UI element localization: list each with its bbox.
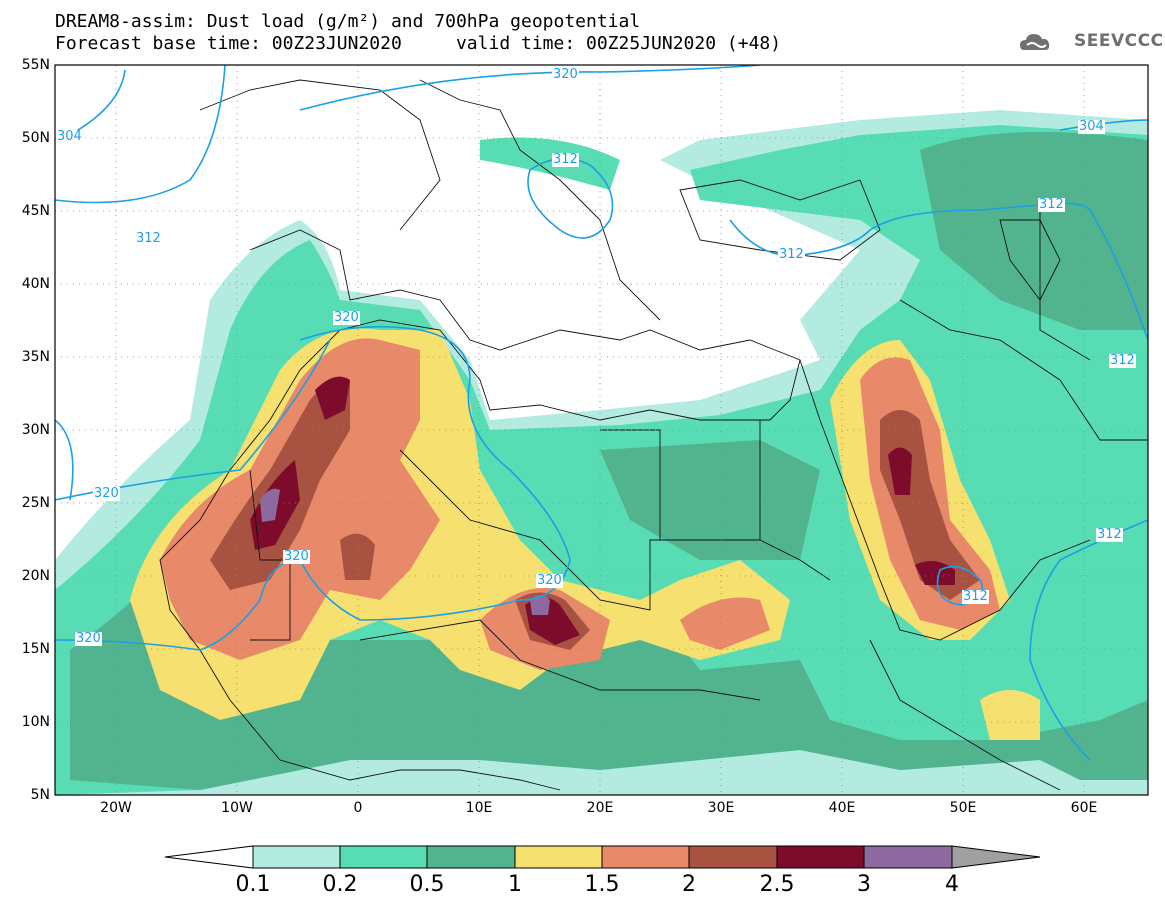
lat-label: 35N bbox=[21, 349, 50, 365]
lat-label: 15N bbox=[21, 641, 50, 657]
map-frame bbox=[54, 64, 1149, 796]
lat-label: 45N bbox=[21, 203, 50, 219]
isoline-label: 304 bbox=[1078, 119, 1105, 134]
isoline-label: 320 bbox=[283, 549, 310, 564]
isoline-label: 320 bbox=[75, 631, 102, 646]
isoline-label: 304 bbox=[56, 129, 83, 144]
lat-label: 55N bbox=[21, 57, 50, 73]
lon-label: 10W bbox=[221, 800, 253, 816]
isoline-label: 312 bbox=[135, 231, 162, 246]
colorbar-label: 1.5 bbox=[584, 872, 620, 897]
lon-label: 50E bbox=[949, 800, 977, 816]
isoline-label: 312 bbox=[552, 152, 579, 167]
dust-region-0-2-europe bbox=[480, 137, 620, 190]
lat-label: 5N bbox=[30, 787, 50, 803]
lon-label: 0 bbox=[353, 800, 363, 816]
isoline-label: 312 bbox=[1038, 197, 1065, 212]
lon-label: 60E bbox=[1070, 800, 1098, 816]
lon-label: 20E bbox=[586, 800, 614, 816]
colorbar-label: 4 bbox=[945, 872, 959, 897]
isoline-label: 320 bbox=[333, 310, 360, 325]
dust-region-2-5-morocco bbox=[315, 376, 350, 420]
coastlines bbox=[159, 79, 1148, 791]
dust-region-1-5-sudan bbox=[680, 597, 770, 650]
isoline-label: 312 bbox=[962, 589, 989, 604]
lat-label: 20N bbox=[21, 568, 50, 584]
colorbar-label: 3 bbox=[857, 872, 871, 897]
lon-label: 40E bbox=[828, 800, 856, 816]
isoline-label: 320 bbox=[536, 573, 563, 588]
isoline-label: 320 bbox=[552, 67, 579, 82]
colorbar-label: 2.5 bbox=[759, 872, 795, 897]
lon-label: 10E bbox=[465, 800, 493, 816]
isoline-label: 312 bbox=[1096, 527, 1123, 542]
dust-region-0-5-sahara bbox=[600, 440, 820, 560]
dust-region-3 bbox=[260, 488, 280, 522]
dust-region-1-somalia bbox=[980, 690, 1040, 740]
dust-region-2-5-yemen bbox=[915, 561, 955, 585]
dust-region-3-chad bbox=[530, 595, 550, 615]
lat-label: 30N bbox=[21, 422, 50, 438]
graticule bbox=[55, 65, 1148, 795]
colorbar-label: 0.5 bbox=[409, 872, 445, 897]
colorbar-label: 1 bbox=[508, 872, 522, 897]
map-subtitle: Forecast base time: 00Z23JUN2020 valid t… bbox=[55, 33, 782, 54]
lat-label: 40N bbox=[21, 276, 50, 292]
colorbar-label: 2 bbox=[682, 872, 696, 897]
lat-label: 50N bbox=[21, 130, 50, 146]
colorbar-label: 0.2 bbox=[322, 872, 358, 897]
colorbar-label: 0.1 bbox=[235, 872, 271, 897]
dust-region-0-5-east bbox=[920, 132, 1148, 330]
isoline-label: 320 bbox=[93, 486, 120, 501]
dust-region-2-algeria bbox=[340, 533, 375, 580]
lon-label: 30E bbox=[707, 800, 735, 816]
lat-label: 25N bbox=[21, 495, 50, 511]
cloud-icon bbox=[1020, 34, 1050, 50]
isoline-label: 312 bbox=[778, 247, 805, 262]
dust-region-2-5-arabia bbox=[888, 447, 912, 495]
colorbar bbox=[164, 845, 1041, 869]
map-title: DREAM8-assim: Dust load (g/m²) and 700hP… bbox=[55, 11, 641, 32]
dust-region-0-5 bbox=[70, 560, 1148, 790]
lat-label: 10N bbox=[21, 714, 50, 730]
lon-label: 20W bbox=[100, 800, 132, 816]
isoline-label: 312 bbox=[1109, 353, 1136, 368]
logo-text: SEEVCCC bbox=[1074, 31, 1164, 51]
